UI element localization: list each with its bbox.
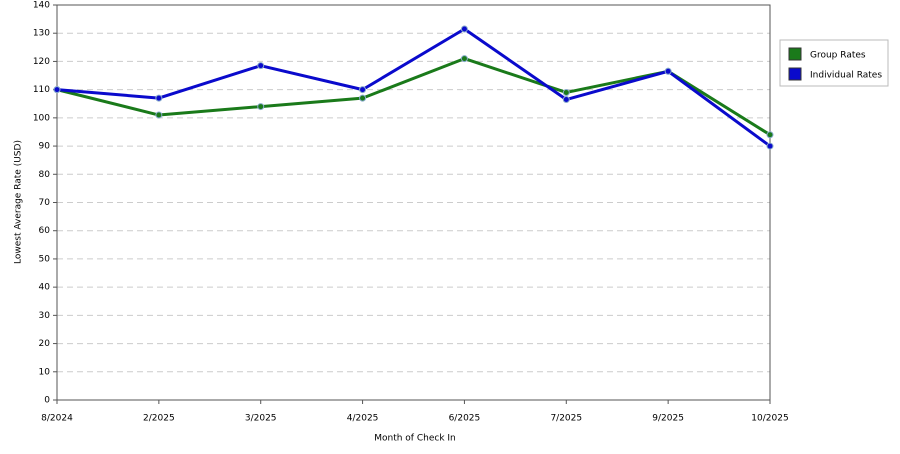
y-tick-label: 0 — [44, 396, 50, 406]
data-point — [664, 67, 672, 75]
data-point — [562, 88, 570, 96]
y-tick-label: 70 — [39, 198, 51, 208]
y-tick-label: 100 — [33, 113, 50, 123]
y-tick-label: 120 — [33, 57, 50, 67]
data-point — [53, 86, 61, 94]
x-tick-label: 9/2025 — [652, 414, 684, 424]
y-tick-label: 10 — [39, 367, 51, 377]
legend-swatch — [788, 67, 802, 81]
y-tick-label: 60 — [39, 226, 51, 236]
x-axis-label: Month of Check In — [374, 434, 456, 444]
data-point — [460, 55, 468, 63]
y-tick-label: 20 — [39, 339, 51, 349]
y-tick-label: 140 — [33, 1, 50, 11]
legend-swatch — [788, 47, 802, 61]
data-point — [359, 86, 367, 94]
y-tick-label: 40 — [39, 283, 51, 293]
y-tick-label: 30 — [39, 311, 51, 321]
y-tick-label: 110 — [33, 85, 50, 95]
series-line — [56, 27, 771, 148]
data-point — [766, 131, 774, 139]
x-tick-label: 2/2025 — [143, 414, 175, 424]
data-point — [766, 142, 774, 150]
x-tick-label: 10/2025 — [751, 414, 788, 424]
x-tick-label: 7/2025 — [550, 414, 582, 424]
x-tick-label: 3/2025 — [245, 414, 277, 424]
data-point — [359, 94, 367, 102]
x-tick-label: 4/2025 — [347, 414, 379, 424]
data-point — [155, 111, 163, 119]
x-tick-label: 6/2025 — [449, 414, 481, 424]
legend-label: Individual Rates — [810, 71, 882, 81]
data-point — [257, 62, 265, 70]
data-point — [155, 94, 163, 102]
data-point — [562, 96, 570, 104]
x-tick-label: 8/2024 — [41, 414, 73, 424]
y-tick-label: 90 — [39, 142, 51, 152]
plot-frame — [56, 4, 771, 401]
y-tick-label: 80 — [39, 170, 51, 180]
legend: Group Rates Individual Rates — [779, 39, 889, 87]
y-axis-label: Lowest Average Rate (USD) — [14, 140, 24, 264]
legend-label: Group Rates — [810, 51, 866, 61]
data-point — [460, 25, 468, 33]
data-point — [257, 103, 265, 111]
y-tick-label: 130 — [33, 29, 50, 39]
y-tick-label: 50 — [39, 254, 51, 264]
